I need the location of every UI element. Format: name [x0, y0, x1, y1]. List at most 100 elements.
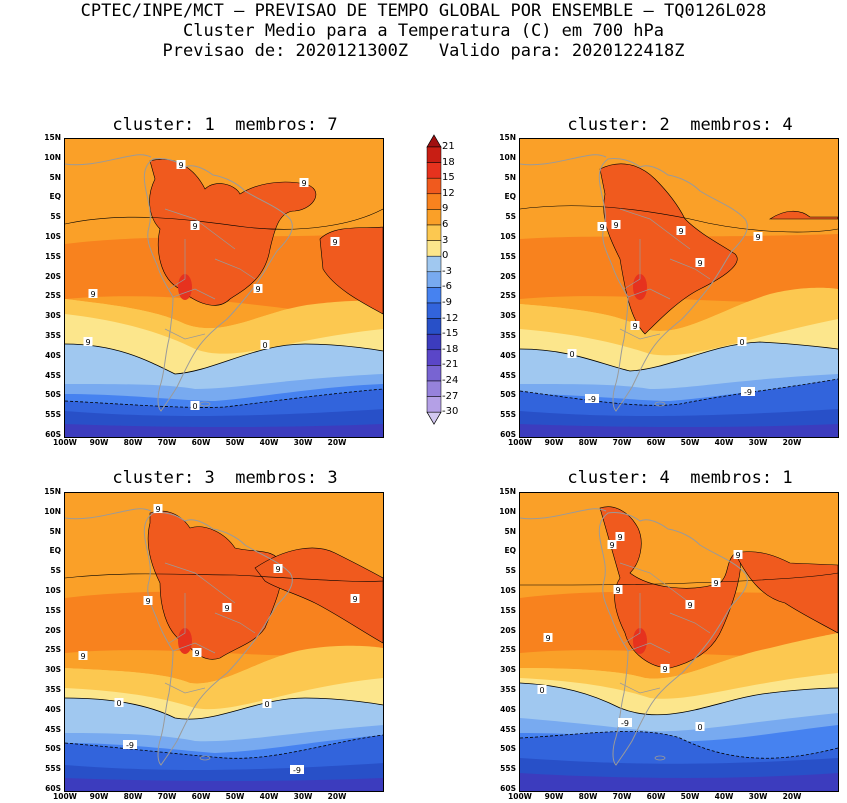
colorbar-swatch	[426, 240, 442, 257]
longitude-label: 60W	[646, 792, 666, 801]
contour-label-bg	[733, 550, 743, 559]
contour-label: 9	[85, 338, 90, 347]
longitude-label: 20W	[782, 792, 802, 801]
colorbar-tick-label: -6	[442, 281, 452, 293]
latitude-label: 40S	[500, 350, 516, 360]
contour-label: 9	[255, 285, 260, 294]
contour-label-bg	[123, 740, 137, 749]
contour-label-bg	[273, 564, 283, 573]
latitude-label: 15S	[500, 251, 516, 261]
colorbar-swatch	[426, 162, 442, 179]
central-america-coastline	[520, 154, 607, 166]
latitude-label: EQ	[504, 546, 517, 556]
contour-label-bg	[613, 585, 623, 594]
latitude-label: 20S	[45, 271, 61, 281]
contour-label: 9	[224, 604, 229, 613]
colorbar-tick-label: 9	[442, 203, 449, 215]
latitude-label: 25S	[500, 291, 516, 301]
colorbar-tick-label: -18	[442, 343, 459, 355]
country-border	[168, 239, 186, 290]
latitude-label: 60S	[45, 430, 61, 439]
longitude-label: 100W	[508, 792, 532, 801]
contour-label: 9	[145, 597, 150, 606]
contour-label: 9	[678, 227, 683, 236]
south-america-coastline	[143, 512, 293, 766]
colorbar-tick-label: -15	[442, 328, 459, 340]
contour-label: 9	[755, 233, 760, 242]
map-panel-cluster-3: 9 9 9 9 9 9 9 0 0 -9 -9	[64, 492, 384, 792]
contour-label-bg	[253, 284, 263, 293]
longitude-label: 80W	[123, 792, 143, 801]
colorbar-swatch	[426, 349, 442, 366]
latitude-label: 20S	[500, 271, 516, 281]
contour-line	[65, 734, 383, 759]
longitude-label: 60W	[191, 792, 211, 801]
temperature-band	[520, 139, 838, 232]
longitude-label: 40W	[259, 792, 279, 801]
latitude-label: 15S	[45, 605, 61, 615]
contour-label: 9	[275, 565, 280, 574]
warm-region	[734, 551, 838, 634]
colorbar-swatch	[426, 365, 442, 382]
country-border	[214, 258, 256, 280]
colorbar-swatch	[426, 209, 442, 226]
contour-label-bg	[153, 504, 163, 513]
warm-region	[319, 226, 383, 315]
contour-label-bg	[615, 532, 625, 541]
latitude-label: 50S	[500, 390, 516, 400]
latitude-label: 55S	[45, 410, 61, 420]
colorbar-tick-label: -21	[442, 359, 459, 371]
temperature-colorbar	[426, 134, 442, 425]
contour-label-bg	[695, 722, 705, 731]
latitude-label: EQ	[49, 192, 62, 202]
contour-label-bg	[88, 289, 98, 298]
country-border	[669, 258, 711, 280]
country-border	[214, 612, 256, 634]
latitude-label: 5S	[505, 212, 516, 222]
contour-label-bg	[176, 160, 186, 169]
panel-title-cluster-1: cluster: 1 membros: 7	[112, 115, 338, 135]
latitude-label: 45S	[45, 370, 61, 380]
latitude-label: 5S	[50, 212, 61, 222]
temperature-band	[520, 773, 838, 791]
contour-label: -9	[744, 388, 752, 397]
latitude-label: 5N	[49, 172, 62, 182]
hot-core	[178, 628, 192, 654]
latitude-label: 60S	[500, 430, 516, 439]
longitude-label: 20W	[782, 438, 802, 447]
contour-label-bg	[262, 699, 272, 708]
contour-label-bg	[597, 222, 607, 231]
contour-label: 0	[697, 723, 702, 732]
south-america-coastline	[143, 158, 293, 412]
warm-region	[147, 510, 282, 660]
colorbar-tick-label: -30	[442, 406, 459, 418]
hot-core	[633, 274, 647, 300]
contour-label-bg	[618, 718, 632, 727]
contour-label: 9	[713, 579, 718, 588]
contour-label: 0	[539, 686, 544, 695]
contour-label-bg	[741, 387, 755, 396]
contour-label: 9	[155, 505, 160, 514]
colorbar-tick-label: -24	[442, 375, 459, 386]
panel-title-cluster-4: cluster: 4 membros: 1	[567, 468, 793, 488]
colorbar-swatch	[426, 380, 442, 397]
country-border	[172, 288, 216, 300]
contour-label-bg	[537, 685, 547, 694]
contour-line	[65, 573, 383, 582]
contour-label: 9	[90, 290, 95, 299]
hot-core	[178, 274, 192, 300]
central-america-coastline	[65, 508, 152, 520]
map-panel-cluster-4: 9 9 9 9 9 9 9 9 0 0 -9	[519, 492, 839, 792]
country-border	[172, 642, 216, 654]
contour-label: 0	[116, 699, 121, 708]
colorbar-tick-label: 0	[442, 250, 449, 262]
longitude-label: 20W	[327, 438, 347, 447]
latitude-label: 25S	[500, 645, 516, 655]
longitude-label: 40W	[714, 438, 734, 447]
longitude-label: 30W	[748, 438, 768, 447]
country-border	[619, 208, 691, 250]
latitude-label: 25S	[45, 291, 61, 301]
figure-title-line-1: CPTEC/INPE/MCT – PREVISAO DE TEMPO GLOBA…	[80, 1, 767, 21]
